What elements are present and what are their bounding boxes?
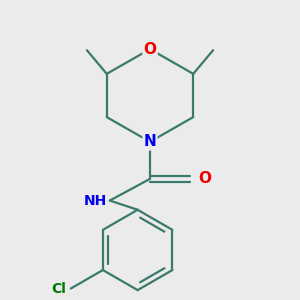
- Text: Cl: Cl: [51, 282, 66, 296]
- Text: NH: NH: [83, 194, 107, 208]
- Text: O: O: [143, 42, 157, 57]
- Text: O: O: [198, 171, 211, 186]
- Text: N: N: [144, 134, 156, 149]
